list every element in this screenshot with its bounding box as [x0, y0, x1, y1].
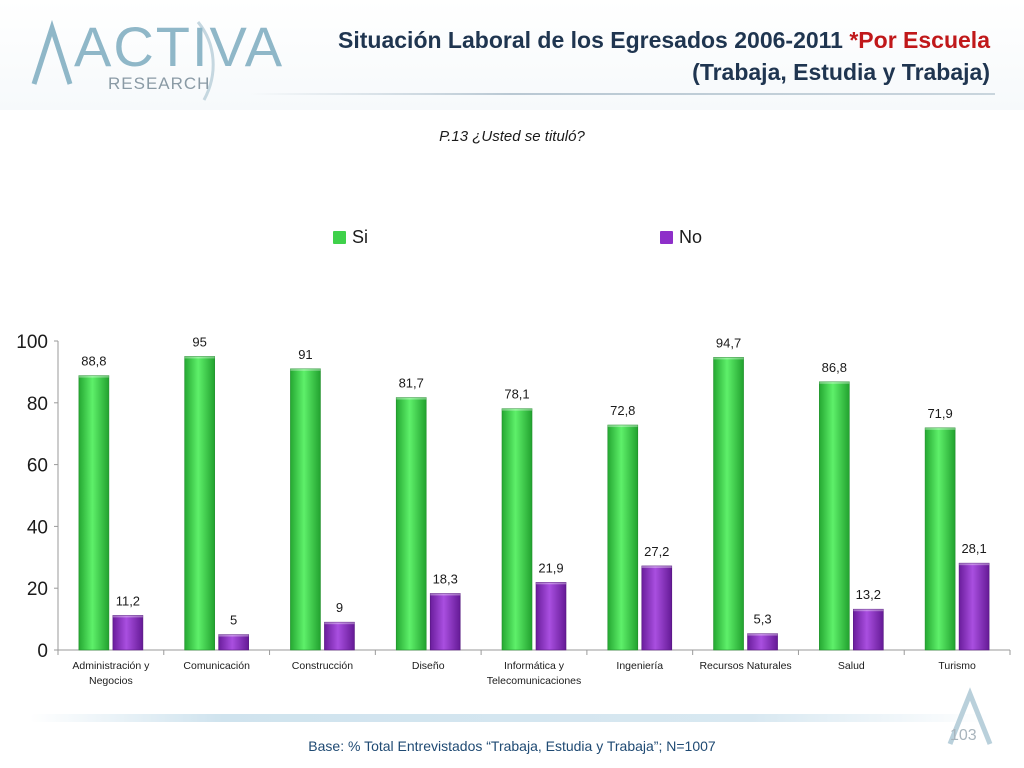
bar-chart: 0 20 40 60 80 100 88,8 11,2 Administración y Nego… — [16, 332, 1011, 687]
logo-wordmark: ACTIVA — [74, 15, 285, 78]
base-note: Base: % Total Entrevistados “Trabaja, Es… — [308, 738, 716, 754]
data-label-si: 72,8 — [610, 403, 635, 418]
bar-si — [713, 357, 744, 651]
x-tick-label: Informática y — [504, 660, 565, 672]
x-tick-label: Turismo — [938, 660, 976, 672]
legend-label-no: No — [679, 227, 703, 247]
bar-top-highlight — [747, 633, 778, 636]
y-tick-label: 0 — [37, 641, 48, 662]
page-title: Situación Laboral de los Egresados 2006-… — [338, 24, 990, 88]
y-tick-label: 80 — [27, 394, 48, 415]
chart-legend: Si No — [0, 227, 1024, 249]
x-tick-label: Administración y — [72, 660, 150, 672]
legend-label-si: Si — [352, 227, 369, 247]
y-tick-label: 40 — [27, 517, 48, 538]
bar-top-highlight — [396, 397, 427, 400]
bar-top-highlight — [853, 609, 884, 612]
y-tick-label: 100 — [16, 332, 48, 353]
bar-no — [641, 565, 673, 651]
data-label-si: 81,7 — [399, 376, 424, 391]
page-number: 103 — [950, 727, 977, 744]
bar-top-highlight — [78, 375, 109, 378]
bar-si — [290, 368, 321, 651]
data-label-no: 11,2 — [116, 593, 140, 608]
x-tick-label: Comunicación — [183, 660, 250, 672]
title-line2: (Trabaja, Estudia y Trabaja) — [692, 59, 990, 85]
bar-top-highlight — [607, 425, 638, 428]
bar-top-highlight — [713, 357, 744, 360]
bar-top-highlight — [925, 427, 956, 430]
bar-no — [112, 615, 144, 651]
data-label-no: 27,2 — [644, 544, 669, 559]
x-tick-label: Telecomunicaciones — [487, 675, 582, 687]
corner-logo-icon — [947, 687, 993, 745]
data-label-no: 28,1 — [961, 541, 986, 556]
bar-top-highlight — [641, 565, 672, 568]
bar-si — [924, 427, 956, 651]
data-label-no: 21,9 — [538, 560, 563, 575]
logo-subtitle: RESEARCH — [108, 74, 211, 93]
bar-si — [607, 424, 639, 651]
title-divider — [250, 93, 995, 95]
data-label-no: 5 — [230, 613, 237, 628]
bar-top-highlight — [112, 615, 143, 618]
header-band — [0, 0, 1024, 110]
x-tick-label: Ingeniería — [616, 660, 663, 672]
data-label-si: 91 — [298, 347, 312, 362]
bar-top-highlight — [959, 563, 990, 566]
bar-no — [218, 634, 249, 651]
bar-top-highlight — [502, 408, 532, 411]
title-accent: *Por Escuela — [849, 27, 990, 53]
bar-top-highlight — [430, 593, 461, 596]
data-label-si: 78,1 — [504, 387, 529, 402]
bar-top-highlight — [218, 634, 249, 637]
bar-no — [747, 633, 778, 651]
legend-item-no: No — [660, 227, 702, 248]
bar-no — [958, 562, 990, 651]
x-tick-label: Salud — [838, 660, 865, 672]
activa-logo — [31, 19, 215, 101]
bar-top-highlight — [324, 622, 355, 625]
data-label-no: 18,3 — [433, 571, 458, 586]
data-label-si: 95 — [192, 334, 206, 349]
legend-swatch-si — [333, 231, 346, 244]
bar-si — [395, 397, 427, 651]
bar-no — [535, 582, 567, 651]
y-tick-label: 20 — [27, 579, 48, 600]
x-tick-label: Recursos Naturales — [699, 660, 791, 672]
legend-item-si: Si — [333, 227, 368, 248]
bar-top-highlight — [184, 356, 215, 359]
x-tick-label: Construcción — [292, 660, 353, 672]
data-label-si: 88,8 — [81, 354, 106, 369]
question-label: P.13 ¿Usted se tituló? — [439, 128, 585, 145]
data-label-si: 94,7 — [716, 335, 741, 350]
x-tick-label: Negocios — [89, 675, 133, 687]
bar-top-highlight — [819, 381, 850, 384]
bar-top-highlight — [290, 368, 321, 371]
bar-si — [819, 381, 850, 651]
title-main: Situación Laboral de los Egresados 2006-… — [338, 27, 850, 53]
data-label-si: 71,9 — [927, 406, 952, 421]
bar-no — [853, 608, 884, 651]
bar-top-highlight — [536, 582, 566, 585]
bar-si — [501, 408, 533, 651]
footer-divider — [30, 714, 990, 722]
bar-si — [184, 356, 215, 651]
data-label-si: 86,8 — [822, 360, 847, 375]
bar-no — [429, 593, 461, 651]
bar-no — [324, 621, 355, 651]
data-label-no: 13,2 — [856, 587, 881, 602]
y-tick-label: 60 — [27, 456, 48, 477]
legend-swatch-no — [660, 231, 673, 244]
data-label-no: 9 — [336, 600, 343, 615]
bar-si — [78, 375, 110, 651]
x-tick-label: Diseño — [412, 660, 445, 672]
data-label-no: 5,3 — [754, 612, 772, 627]
